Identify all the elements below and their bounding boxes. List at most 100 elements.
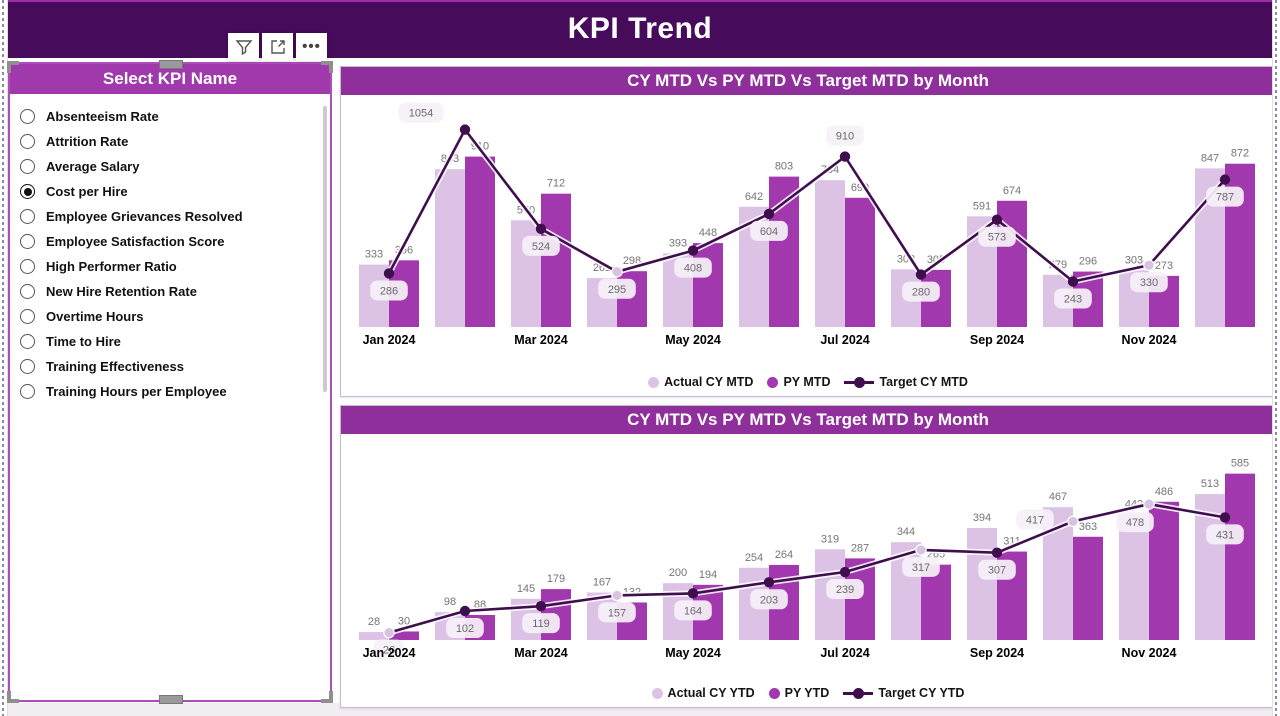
kpi-option-attrition-rate[interactable]: Attrition Rate — [20, 129, 324, 154]
svg-text:394: 394 — [973, 512, 991, 524]
kpi-option-employee-satisfaction-score[interactable]: Employee Satisfaction Score — [20, 229, 324, 254]
svg-text:264: 264 — [775, 549, 793, 561]
selection-handle-top-left[interactable] — [7, 61, 19, 73]
svg-text:330: 330 — [1140, 277, 1158, 289]
svg-text:910: 910 — [836, 131, 854, 143]
svg-text:286: 286 — [380, 285, 398, 297]
svg-text:287: 287 — [851, 542, 869, 554]
selection-handle-top-right[interactable] — [321, 61, 333, 73]
py-bar — [1225, 473, 1255, 640]
svg-text:333: 333 — [365, 249, 383, 261]
page-title: KPI Trend — [567, 12, 713, 45]
target-marker — [839, 566, 851, 578]
filter-icon — [234, 40, 253, 56]
mtd-chart-card: CY MTD Vs PY MTD Vs Target MTD by Month … — [340, 66, 1276, 397]
actual-series-swatch — [648, 376, 660, 388]
radio-icon[interactable] — [20, 284, 35, 299]
slicer-scrollbar[interactable] — [323, 106, 327, 392]
py-bar — [1073, 536, 1103, 640]
filter-button[interactable] — [228, 33, 259, 61]
target-marker — [1143, 259, 1155, 271]
radio-icon[interactable] — [20, 134, 35, 149]
target-label-box — [1130, 272, 1168, 293]
kpi-option-overtime-hours[interactable]: Overtime Hours — [20, 304, 324, 329]
target-label-box — [373, 639, 405, 660]
svg-text:Jan 2024: Jan 2024 — [363, 646, 416, 660]
py-series-swatch — [767, 376, 779, 388]
target-label-box — [902, 281, 940, 302]
radio-icon[interactable] — [20, 259, 35, 274]
radio-icon[interactable] — [20, 384, 35, 399]
target-series-swatch — [844, 376, 875, 388]
svg-text:200: 200 — [669, 567, 687, 579]
focus-mode-button[interactable] — [262, 33, 293, 61]
kpi-option-cost-per-hire[interactable]: Cost per Hire — [20, 179, 324, 204]
svg-text:585: 585 — [1231, 458, 1249, 470]
visual-toolbar: ••• — [228, 33, 327, 61]
target-label-box — [826, 125, 864, 146]
radio-icon[interactable] — [20, 209, 35, 224]
kpi-option-label: Overtime Hours — [46, 309, 144, 324]
target-marker — [611, 265, 623, 278]
kpi-option-label: Cost per Hire — [46, 184, 128, 199]
target-marker — [991, 547, 1003, 558]
radio-icon[interactable] — [20, 159, 35, 174]
mtd-chart-plot[interactable]: 333 356 843 910 570 712 261 298 393 448 642 803 784 6… — [341, 95, 1275, 368]
ytd-chart-plot[interactable]: 28 30 98 88 145 179 167 132 200 194 254 264 319 287 34… — [341, 434, 1275, 679]
radio-icon[interactable] — [20, 359, 35, 374]
radio-selected-icon[interactable] — [20, 184, 35, 199]
radio-icon[interactable] — [20, 309, 35, 324]
svg-text:Jul 2024: Jul 2024 — [820, 646, 869, 660]
actual-bar — [435, 169, 465, 327]
target-marker — [991, 214, 1003, 225]
kpi-option-high-performer-ratio[interactable]: High Performer Ratio — [20, 254, 324, 279]
target-label-box — [598, 278, 636, 299]
svg-text:Mar 2024: Mar 2024 — [514, 646, 568, 660]
ytd-chart-title: CY MTD Vs PY MTD Vs Target MTD by Month — [341, 406, 1275, 434]
svg-text:26: 26 — [383, 645, 395, 657]
svg-text:167: 167 — [593, 577, 611, 589]
kpi-option-training-effectiveness[interactable]: Training Effectiveness — [20, 354, 324, 379]
svg-text:295: 295 — [608, 284, 626, 296]
focus-mode-icon — [270, 40, 285, 54]
target-label-box — [978, 559, 1016, 580]
selection-handle-bottom-right[interactable] — [321, 691, 333, 703]
target-marker — [915, 269, 927, 280]
selection-handle-bottom-center[interactable] — [159, 695, 183, 704]
kpi-option-absenteeism-rate[interactable]: Absenteeism Rate — [20, 104, 324, 129]
kpi-option-employee-grievances-resolved[interactable]: Employee Grievances Resolved — [20, 204, 324, 229]
right-edge-marquee — [1272, 0, 1280, 716]
svg-text:179: 179 — [547, 573, 565, 585]
radio-icon[interactable] — [20, 334, 35, 349]
svg-text:467: 467 — [1049, 491, 1067, 503]
selection-handle-top-center[interactable] — [159, 60, 183, 69]
actual-bar — [1119, 514, 1149, 640]
kpi-option-average-salary[interactable]: Average Salary — [20, 154, 324, 179]
more-options-button[interactable]: ••• — [296, 33, 327, 61]
svg-text:303: 303 — [1125, 254, 1143, 266]
kpi-option-new-hire-retention-rate[interactable]: New Hire Retention Rate — [20, 279, 324, 304]
svg-text:448: 448 — [699, 227, 717, 239]
kpi-slicer: Select KPI Name Absenteeism Rate Attritio… — [7, 60, 333, 704]
actual-series-swatch — [651, 687, 663, 699]
target-label-box — [522, 235, 560, 256]
selection-handle-bottom-left[interactable] — [7, 691, 19, 703]
kpi-option-label: Employee Satisfaction Score — [46, 234, 225, 249]
svg-text:119: 119 — [532, 618, 550, 630]
svg-text:164: 164 — [684, 605, 702, 617]
legend-label-py: PY YTD — [784, 686, 830, 700]
kpi-option-training-hours-per-employee[interactable]: Training Hours per Employee — [20, 379, 324, 404]
radio-icon[interactable] — [20, 109, 35, 124]
svg-text:393: 393 — [669, 237, 687, 249]
ytd-chart-legend: Actual CY YTD PY YTD Target CY YTD — [341, 679, 1275, 707]
target-label-box — [398, 102, 444, 123]
svg-text:Sep 2024: Sep 2024 — [970, 646, 1024, 660]
target-marker — [611, 589, 623, 602]
radio-icon[interactable] — [20, 234, 35, 249]
kpi-option-time-to-hire[interactable]: Time to Hire — [20, 329, 324, 354]
kpi-option-label: Employee Grievances Resolved — [46, 209, 243, 224]
target-label-box — [522, 613, 560, 634]
target-marker — [1067, 276, 1079, 287]
target-marker — [763, 577, 775, 588]
